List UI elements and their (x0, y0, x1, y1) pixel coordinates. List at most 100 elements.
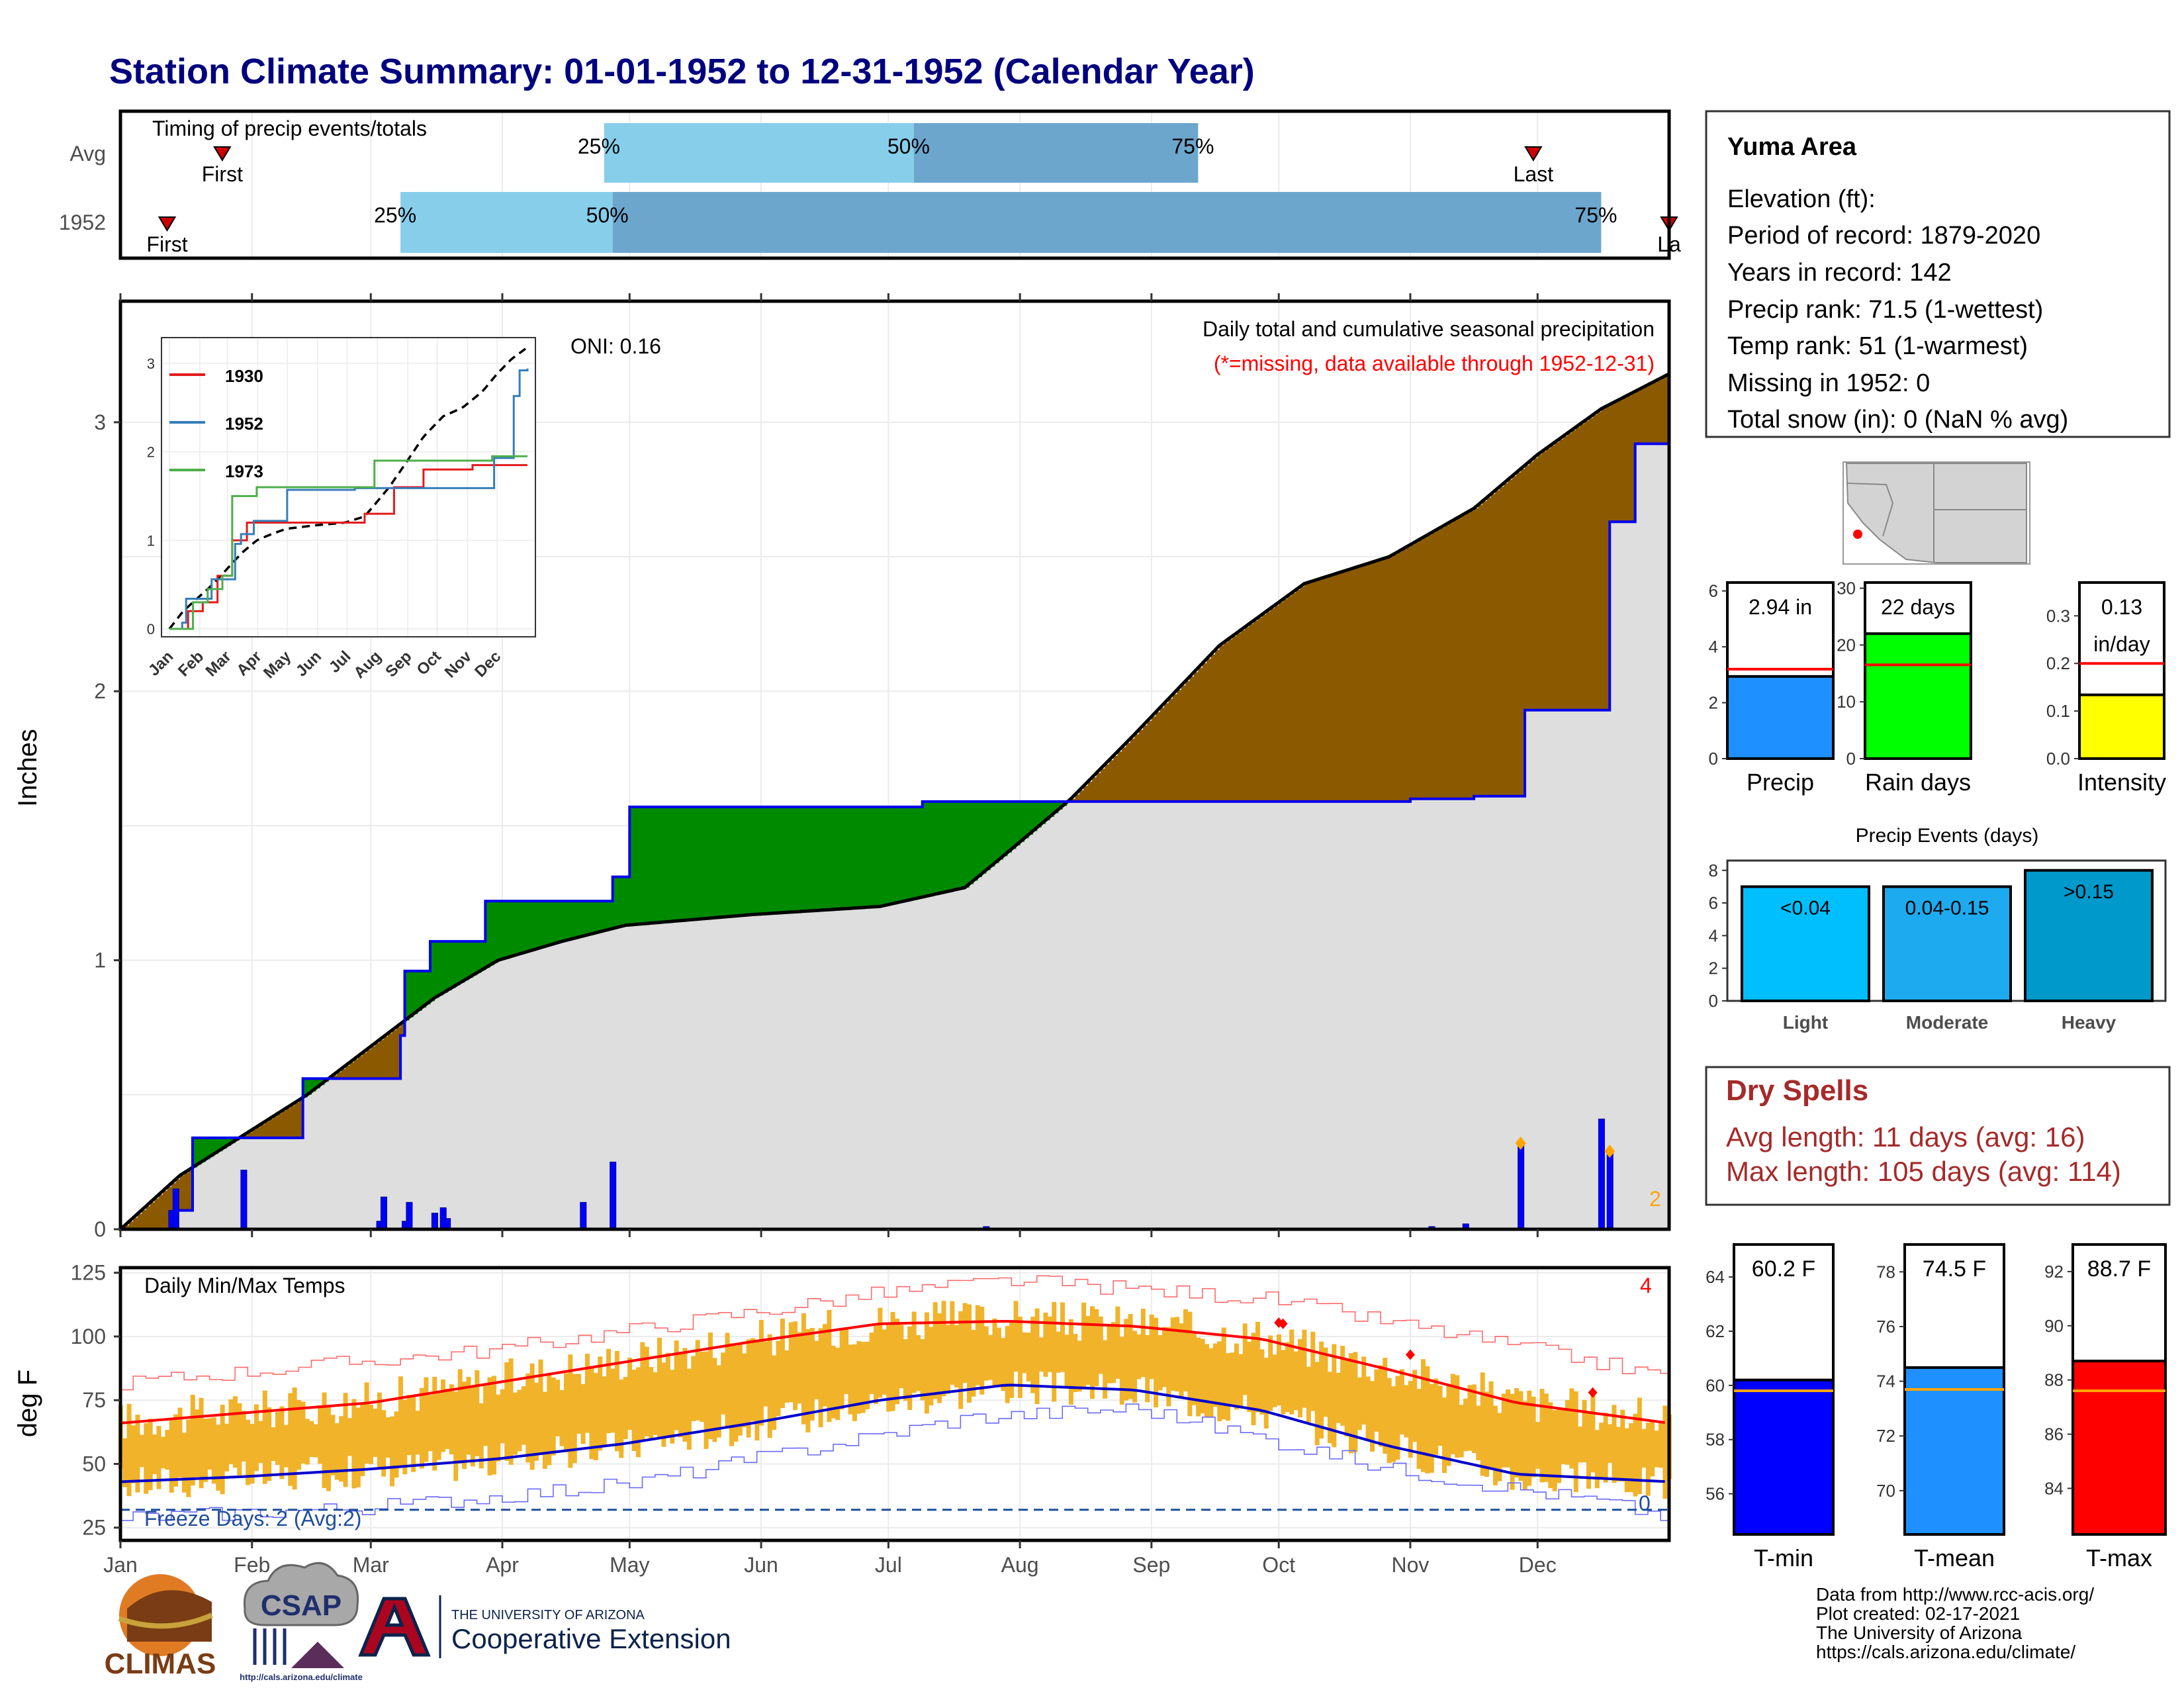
temp-day-bar-75 (432, 1376, 437, 1471)
station-info: Yuma Area Elevation (ft): Period of reco… (1705, 110, 2171, 438)
temp-day-bar-102 (547, 1374, 552, 1466)
mini-bar-rain_days (1864, 632, 1972, 761)
temp-day-bar-152 (758, 1320, 764, 1426)
precip-diff-day-297 (1376, 561, 1381, 802)
precip-diff-day-167 (825, 806, 830, 910)
precip-diff-day-193 (934, 801, 940, 894)
temp-day-bar-151 (754, 1341, 760, 1441)
temp-day-bar-363 (1654, 1430, 1659, 1468)
precip-diff-day-309 (1427, 535, 1432, 799)
temp-day-bar-16 (181, 1432, 187, 1493)
temp-day-bar-105 (559, 1389, 565, 1446)
precip-diff-day-144 (727, 806, 732, 917)
temp-day-bar-84 (470, 1386, 475, 1467)
ua-logo-a (358, 1597, 431, 1657)
temp-day-bar-359 (1637, 1397, 1642, 1495)
precip-diff-day-225 (1071, 798, 1076, 802)
precip-diff-day-198 (956, 801, 961, 890)
normal-min-line (120, 1383, 1665, 1483)
temp-day-bar-274 (1276, 1334, 1281, 1406)
precip-diff-day-278 (1295, 590, 1300, 802)
temp-day-bar-7 (144, 1423, 149, 1494)
temp-day-bar-259 (1212, 1343, 1218, 1407)
temp-day-bar-59 (364, 1382, 369, 1464)
temp-day-bar-137 (695, 1340, 700, 1421)
precip-diff-day-33 (256, 1127, 261, 1138)
precip-diff-day-192 (931, 801, 936, 896)
temp-day-bar-96 (521, 1386, 526, 1445)
temp-box-tick-label-tmin-0: 56 (1706, 1484, 1725, 1504)
record-count: 4 (1640, 1274, 1652, 1297)
precip-diff-day-22 (209, 1137, 214, 1157)
precip-diff-day-18 (192, 1137, 197, 1168)
temp-day-bar-65 (390, 1416, 395, 1487)
temp-day-bar-236 (1115, 1306, 1120, 1379)
temp-day-bar-121 (627, 1358, 633, 1430)
precip-diff-day-171 (841, 806, 846, 910)
daily-precip-bar-63 (380, 1196, 387, 1230)
precip-diff-day-16 (184, 1172, 189, 1211)
temp-day-bar-176 (860, 1342, 866, 1413)
temp-day-bar-97 (525, 1373, 531, 1463)
temp-box-tick-label-tmax-1: 86 (2044, 1425, 2064, 1444)
precip-diff-day-262 (1228, 639, 1233, 802)
heavy-event-marker-331 (1515, 1136, 1526, 1150)
temp-day-bar-9 (152, 1434, 158, 1474)
temp-day-bar-123 (635, 1367, 641, 1458)
precip-diff-day-168 (829, 806, 834, 910)
temp-day-bar-44 (300, 1401, 306, 1464)
temp-day-bar-57 (355, 1407, 361, 1487)
record-max-line (120, 1275, 1669, 1391)
temp-day-bar-4 (131, 1425, 136, 1483)
temp-day-bar-241 (1136, 1334, 1142, 1380)
precip-diff-day-123 (638, 806, 643, 925)
precip-diff-day-310 (1431, 532, 1436, 799)
precip-diff-day-176 (862, 806, 868, 908)
temp-day-bar-243 (1145, 1335, 1150, 1403)
temp-month-label-10: Nov (1391, 1553, 1429, 1577)
temp-month-label-9: Oct (1262, 1553, 1295, 1577)
temp-day-bar-178 (869, 1333, 874, 1394)
precip-diff-day-317 (1461, 515, 1466, 799)
timing-row-label-year: 1952 (59, 211, 106, 234)
temp-day-bar-130 (665, 1352, 670, 1438)
inset-ytick-1: 1 (147, 532, 155, 549)
csap-logo-mountain (291, 1642, 344, 1668)
mini-tick-label-intensity-2: 0.2 (2046, 653, 2070, 673)
temp-day-bar-312 (1437, 1385, 1443, 1446)
precip-diff-day-304 (1406, 547, 1411, 802)
precip-diff-day-300 (1388, 557, 1394, 802)
precip-diff-day-226 (1075, 794, 1080, 802)
temp-day-bar-189 (916, 1335, 921, 1391)
precip-diff-day-65 (392, 1030, 397, 1079)
station-line-precip-rank: Precip rank: 71.5 (1-wettest) (1727, 296, 2043, 324)
temp-day-bar-324 (1488, 1381, 1494, 1470)
temp-day-bar-14 (173, 1414, 179, 1487)
precip-diff-day-139 (705, 806, 711, 919)
temp-lines (120, 1275, 1669, 1521)
temp-month-label-8: Sep (1132, 1553, 1170, 1577)
temp-day-bar-184 (895, 1319, 900, 1405)
events-bar-light (1741, 885, 1870, 1003)
temp-day-bar-139 (704, 1351, 709, 1449)
precip-diff-day-12 (167, 1187, 172, 1229)
temp-day-bar-287 (1332, 1344, 1337, 1448)
temp-day-bar-92 (504, 1362, 510, 1461)
temp-day-bar-322 (1480, 1372, 1485, 1476)
temp-day-bar-50 (326, 1406, 331, 1491)
precip-diff-day-229 (1087, 781, 1093, 802)
precip-ytick-label-3: 3 (94, 410, 106, 434)
temp-day-bar-266 (1242, 1323, 1248, 1395)
temp-day-bar-288 (1336, 1372, 1341, 1423)
temp-day-bar-198 (954, 1325, 959, 1387)
precip-diff-day-166 (820, 806, 825, 911)
precip-diff-day-227 (1079, 790, 1084, 802)
temp-day-bar-346 (1582, 1399, 1587, 1463)
precip-diff-day-15 (179, 1175, 185, 1211)
timing-last-label-avg: Last (1514, 162, 1554, 186)
inset-series-1952 (169, 368, 529, 630)
precip-diff-day-290 (1346, 570, 1351, 802)
precip-diff-day-99 (536, 901, 541, 949)
precip-ytick-label-1: 1 (94, 949, 106, 972)
temp-day-bar-233 (1103, 1340, 1108, 1399)
